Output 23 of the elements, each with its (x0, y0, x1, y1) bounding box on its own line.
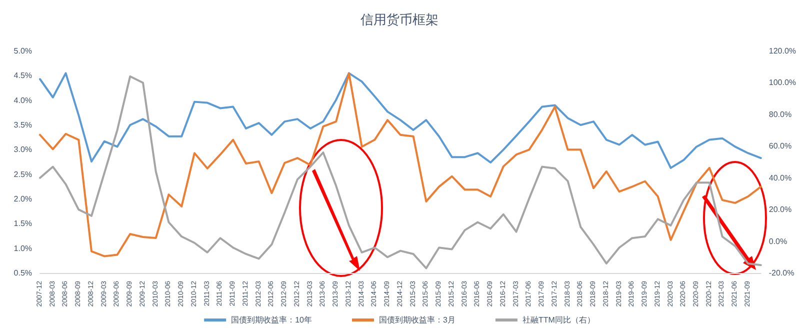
y-tick-label: 2.0% (14, 194, 32, 204)
y-tick-label: 3.0% (14, 145, 32, 154)
y2-tick-label: -20.0% (768, 268, 794, 278)
y2-tick-label: 40.0% (768, 173, 792, 182)
legend-label: 国债到期收益率：10年 (231, 316, 312, 324)
y-tick-label: 0.5% (14, 268, 32, 278)
y-tick-label: 1.0% (14, 244, 32, 253)
y-tick-label: 1.5% (14, 219, 32, 228)
y2-tick-label: 80.0% (768, 110, 792, 119)
y2-tick-label: 20.0% (768, 205, 792, 214)
y-tick-label: 3.5% (14, 120, 32, 130)
y2-tick-label: 0.0% (768, 236, 788, 246)
y2-tick-label: 60.0% (768, 142, 792, 151)
y-tick-label: 5.0% (14, 46, 32, 56)
y-tick-label: 4.0% (14, 96, 32, 105)
legend-label: 国债到期收益率：3月 (379, 316, 456, 324)
y2-tick-label: 100.0% (768, 78, 796, 88)
y-tick-label: 4.5% (14, 71, 32, 80)
line-series (39, 72, 762, 169)
y-tick-label: 2.5% (14, 170, 32, 179)
legend-label: 社融TTM同比（右） (522, 316, 595, 324)
y2-tick-label: 120.0% (768, 46, 796, 56)
chart-title: 信用货币框架 (360, 12, 438, 27)
